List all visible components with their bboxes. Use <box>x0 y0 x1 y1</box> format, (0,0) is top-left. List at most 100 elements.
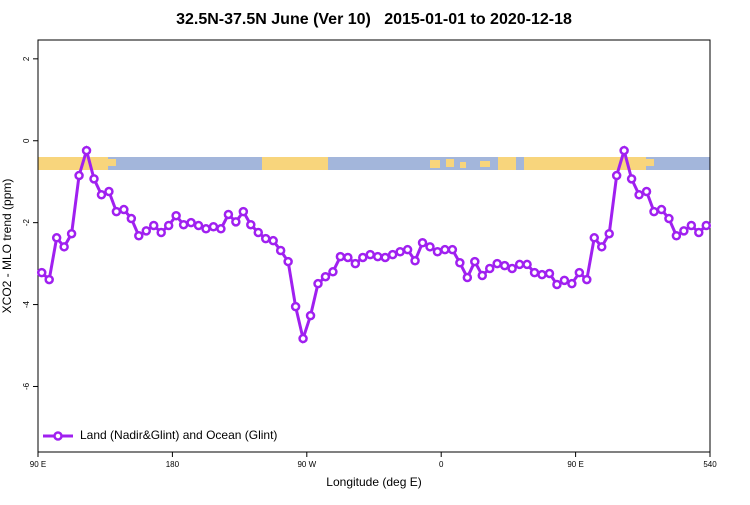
data-point <box>507 263 517 274</box>
data-point <box>178 219 189 230</box>
legend-marker <box>53 431 63 441</box>
data-point <box>104 186 114 197</box>
data-point <box>328 267 338 277</box>
data-point <box>126 213 137 224</box>
data-point <box>694 227 704 238</box>
data-point <box>641 186 652 197</box>
data-point <box>335 251 346 262</box>
x-tick-label: 180 <box>166 460 180 469</box>
data-point <box>201 224 211 234</box>
data-point <box>552 279 562 290</box>
data-point <box>223 209 234 220</box>
data-point <box>305 310 316 321</box>
data-point <box>66 228 77 239</box>
data-point <box>380 252 390 263</box>
data-point <box>567 278 577 289</box>
data-point <box>634 190 644 200</box>
y-axis-label: XCO2 - MLO trend (ppm) <box>0 179 14 314</box>
data-point <box>96 190 107 200</box>
data-point <box>365 249 376 260</box>
data-point <box>417 237 428 248</box>
data-point <box>589 233 600 243</box>
data-point <box>522 259 532 270</box>
data-point <box>410 255 420 266</box>
data-point <box>134 231 144 241</box>
plot-frame <box>37 39 711 453</box>
y-tick-label: 0 <box>22 138 31 143</box>
y-tick-label: -2 <box>22 219 31 227</box>
legend-label: Land (Nadir&Glint) and Ocean (Glint) <box>80 428 277 442</box>
data-point <box>499 260 510 271</box>
y-tick-label: 2 <box>22 56 31 61</box>
data-point <box>44 274 54 285</box>
data-point <box>111 206 122 217</box>
data-point <box>208 222 219 232</box>
data-point <box>679 226 689 236</box>
land-ocean-strip <box>38 157 710 170</box>
data-point <box>231 217 241 227</box>
data-point <box>268 235 278 246</box>
data-point <box>477 270 488 281</box>
data-point <box>529 267 540 278</box>
data-point <box>619 145 629 156</box>
data-point <box>402 244 413 255</box>
data-point <box>193 220 204 231</box>
data-point <box>432 246 443 257</box>
data-point <box>544 268 555 279</box>
x-tick-label: 90 E <box>567 460 583 469</box>
data-point <box>559 275 570 286</box>
data-point <box>492 258 502 269</box>
data-point <box>656 204 667 215</box>
data-point <box>238 206 249 217</box>
data-point <box>350 258 361 269</box>
data-point <box>119 204 129 215</box>
data-point <box>387 249 398 260</box>
data-point <box>156 227 166 238</box>
data-point <box>484 263 495 274</box>
data-point <box>455 258 465 268</box>
data-point <box>372 251 383 262</box>
data-point <box>74 170 84 181</box>
data-point <box>246 219 256 230</box>
data-point <box>686 220 697 231</box>
data-point <box>358 252 368 263</box>
data-point <box>163 220 174 231</box>
data-point <box>260 233 271 244</box>
data-point <box>81 145 92 156</box>
x-tick-label: 0 <box>439 460 444 469</box>
data-point <box>582 274 592 285</box>
series-line <box>40 145 708 345</box>
data-point <box>141 226 152 236</box>
data-point <box>216 224 226 234</box>
data-point <box>283 256 293 267</box>
data-point <box>701 220 712 231</box>
data-point <box>313 278 323 289</box>
x-axis-label: Longitude (deg E) <box>326 475 421 489</box>
data-point <box>51 233 62 243</box>
data-point <box>171 210 181 221</box>
data-point <box>186 217 196 228</box>
data-point <box>611 170 622 181</box>
data-point <box>470 256 480 267</box>
data-point <box>89 174 99 184</box>
x-tick-label: 90 W <box>297 460 316 469</box>
data-point <box>275 245 286 256</box>
data-point <box>440 244 450 255</box>
data-point <box>36 267 47 278</box>
data-point <box>290 301 301 312</box>
data-point <box>447 244 458 255</box>
data-point <box>343 252 353 263</box>
data-point <box>320 271 331 282</box>
data-point <box>537 269 547 280</box>
data-point <box>425 242 435 252</box>
x-tick-label: 90 E <box>30 460 46 469</box>
data-point <box>395 246 405 257</box>
data-point <box>604 228 614 239</box>
data-point <box>462 272 473 283</box>
x-tick-label: 540 <box>703 460 717 469</box>
chart-title: 32.5N-37.5N June (Ver 10) 2015-01-01 to … <box>176 11 572 28</box>
y-tick-label: -6 <box>22 382 31 390</box>
data-point <box>253 227 264 238</box>
data-point <box>59 242 69 252</box>
